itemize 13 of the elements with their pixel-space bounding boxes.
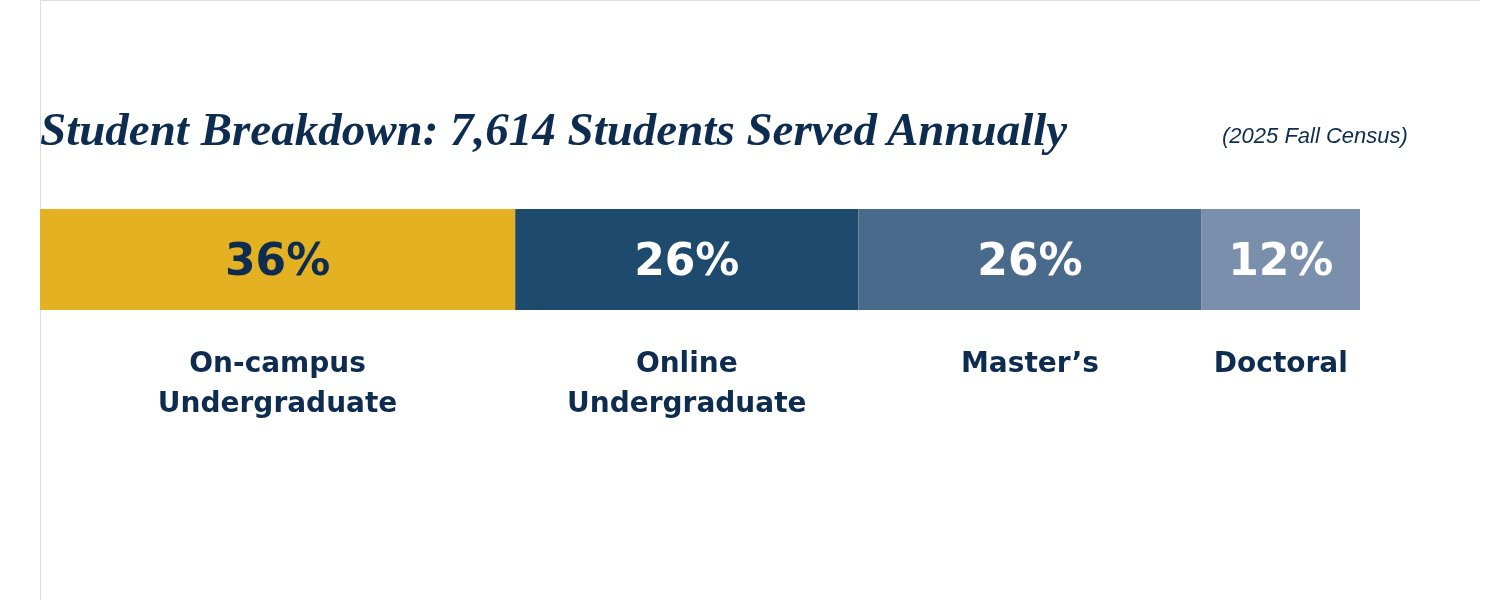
bar xyxy=(515,209,859,310)
chart-title: Student Breakdown: 7,614 Students Served Annually xyxy=(40,103,1068,155)
series-label: Online Undergraduate xyxy=(567,346,807,419)
data-label: 26% xyxy=(977,234,1083,285)
data-label: 26% xyxy=(634,234,740,285)
bar xyxy=(40,209,516,310)
chart-subtitle: (2025 Fall Census) xyxy=(1222,123,1408,148)
series-label: On-campus Undergraduate xyxy=(157,346,398,419)
bar xyxy=(858,209,1202,310)
series-label: Doctoral xyxy=(1213,346,1348,379)
data-label: 12% xyxy=(1228,234,1334,285)
series-label: Master’s xyxy=(960,346,1100,379)
data-label: 36% xyxy=(224,234,331,285)
